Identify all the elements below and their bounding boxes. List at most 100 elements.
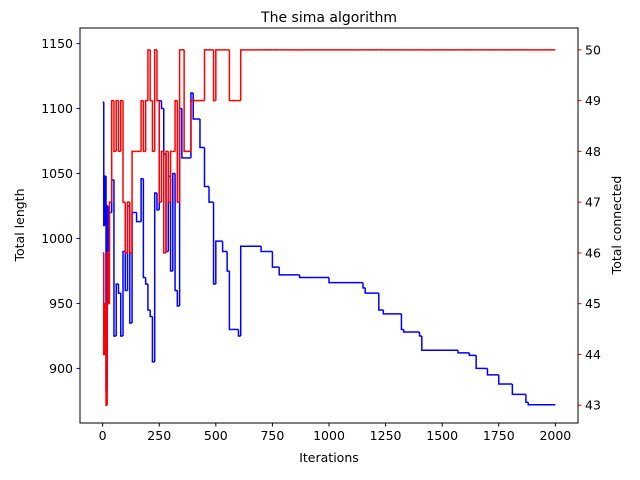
- line-step: [149, 309, 153, 318]
- line-step: [271, 251, 280, 268]
- line-step: [199, 118, 205, 149]
- line-step: [382, 309, 402, 315]
- line-step: [192, 92, 200, 120]
- y2-tick-label: 45: [585, 296, 601, 311]
- x-axis-label: Iterations: [299, 450, 359, 465]
- line-step: [142, 100, 146, 153]
- x-tick-label: 500: [204, 428, 228, 443]
- line-step: [221, 241, 228, 253]
- line-step: [527, 402, 556, 406]
- line-step: [156, 193, 160, 211]
- line-step: [181, 108, 185, 159]
- line-step: [129, 202, 133, 254]
- line-step: [169, 150, 173, 203]
- y2-tick-label: 43: [585, 398, 601, 413]
- line-step: [119, 293, 124, 337]
- line-step: [298, 274, 329, 279]
- line-step: [165, 150, 169, 253]
- line-step: [169, 176, 173, 272]
- line-step: [176, 290, 180, 307]
- line-step: [174, 99, 178, 152]
- x-tick-label: 1500: [426, 428, 458, 443]
- line-step: [147, 283, 151, 311]
- line-step: [328, 277, 363, 284]
- x-tick-label: 0: [99, 428, 107, 443]
- line-step: [153, 192, 157, 362]
- line-step: [160, 100, 164, 110]
- line-step: [486, 368, 499, 376]
- line-step: [119, 99, 124, 152]
- y-tick-label: 1150: [41, 36, 73, 51]
- line-step: [158, 100, 162, 203]
- x-tick-label: 1000: [313, 428, 345, 443]
- line-step: [378, 293, 384, 311]
- line-step: [468, 352, 477, 357]
- x-tick-label: 1250: [370, 428, 402, 443]
- x-tick-label: 2000: [539, 428, 571, 443]
- line-step: [237, 329, 241, 337]
- line-step: [122, 250, 126, 336]
- line-step: [212, 202, 216, 285]
- line-step: [239, 49, 262, 101]
- line-step: [178, 49, 182, 203]
- line-step: [228, 49, 232, 102]
- y2-tick-label: 46: [585, 245, 601, 260]
- line-step: [151, 100, 155, 153]
- line-step: [115, 99, 119, 152]
- line-step: [113, 180, 117, 337]
- line-step: [163, 151, 167, 254]
- line-step: [228, 270, 232, 331]
- line-step: [239, 245, 262, 336]
- y-tick-label: 900: [49, 361, 73, 376]
- chart-title: The sima algorithm: [260, 10, 397, 26]
- line-step: [147, 49, 151, 101]
- line-step: [117, 283, 121, 294]
- line-step: [135, 212, 142, 223]
- line-step: [142, 178, 146, 279]
- line-step: [190, 99, 194, 152]
- line-step: [226, 251, 230, 272]
- y-axis-label: Total length: [12, 188, 27, 262]
- line-step: [457, 350, 470, 354]
- line-step: [126, 201, 130, 253]
- line-step: [421, 335, 459, 351]
- line-step: [122, 100, 126, 203]
- line-step: [174, 173, 178, 292]
- line-step: [212, 49, 216, 102]
- line-step: [402, 329, 420, 333]
- line-step: [400, 313, 404, 331]
- line-step: [215, 49, 219, 101]
- line-step: [475, 355, 479, 370]
- x-tick-label: 750: [260, 428, 284, 443]
- y2-tick-label: 49: [585, 93, 601, 108]
- line-step: [525, 394, 529, 403]
- line-step: [103, 252, 105, 356]
- y-tick-label: 1000: [41, 231, 73, 246]
- line-step: [110, 99, 114, 203]
- line-step: [498, 374, 502, 385]
- y-tick-label: 1100: [41, 101, 73, 116]
- y2-tick-label: 47: [585, 195, 601, 210]
- line-step: [140, 177, 144, 222]
- line-step: [113, 100, 117, 153]
- y2-tick-label: 48: [585, 144, 601, 159]
- plot-frame: [79, 27, 579, 424]
- line-step: [156, 49, 160, 102]
- line-step: [172, 172, 176, 271]
- line-step: [208, 186, 214, 203]
- y2-tick-label: 50: [585, 42, 601, 57]
- line-step: [167, 151, 171, 203]
- line-step: [364, 287, 379, 294]
- line-step: [117, 100, 121, 153]
- y-tick-label: 950: [49, 296, 73, 311]
- line-step: [260, 246, 273, 253]
- line-step: [278, 267, 300, 276]
- line-step: [151, 316, 155, 363]
- y-tick-label: 1050: [41, 166, 73, 181]
- line-step: [176, 100, 180, 203]
- line-step: [203, 49, 210, 101]
- x-tick-label: 1750: [483, 428, 515, 443]
- y2-tick-label: 44: [585, 347, 601, 362]
